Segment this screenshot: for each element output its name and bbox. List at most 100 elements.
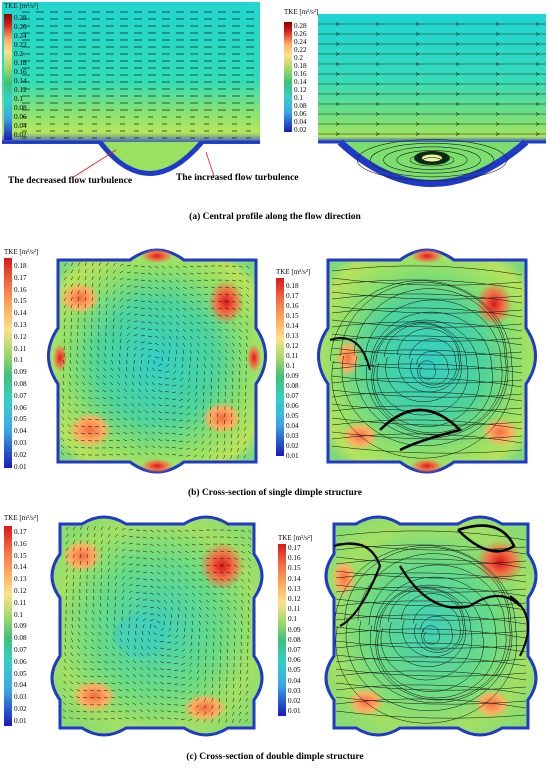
legend-tick-label: 0.02 [294,126,307,134]
legend-tick-label: 0.11 [288,605,301,614]
legend-tick-label: 0.1 [288,615,297,624]
panel-c-left-contour [50,515,264,737]
legend-tick-label: 0.12 [14,332,27,341]
legend-tick-label: 0.11 [14,344,27,353]
legend-tick-label: 0.04 [14,122,27,130]
legend-tick-label: 0.03 [288,686,301,695]
legend-tick-label: 0.18 [14,262,27,270]
panel-a-right-legend-bar [284,22,292,132]
legend-tick-label: 0.05 [14,415,27,424]
legend-tick-label: 0.26 [294,30,307,38]
legend-tick-label: 0.16 [14,539,27,548]
legend-tick-label: 0.13 [288,584,301,593]
legend-tick-label: 0.22 [14,41,27,49]
legend-tick-label: 0.26 [14,23,27,31]
legend-tick-label: 0.1 [14,610,23,619]
legend-tick-label: 0.2 [14,50,23,58]
legend-tick-label: 0.04 [14,427,27,436]
legend-tick-label: 0.2 [294,54,303,62]
legend-tick-label: 0.14 [286,322,299,330]
panel-c-right-contour [324,515,538,737]
legend-tick-label: 0.07 [286,392,299,400]
legend-tick-label: 0.07 [14,391,27,400]
legend-tick-label: 0.14 [294,78,307,86]
legend-tick-label: 0.02 [286,442,299,450]
legend-tick-label: 0.14 [14,309,27,318]
separation-line [329,337,371,371]
legend-tick-label: 0.06 [14,657,27,666]
legend-tick-label: 0.1 [14,356,23,365]
legend-tick-label: 0.13 [286,332,299,340]
legend-tick-label: 0.1 [14,95,23,103]
legend-title: TKE [m²/s²] [4,514,39,522]
panel-a-left-legend-bar [4,14,12,140]
legend-tick-label: 0.04 [286,422,299,430]
vortex-center [422,154,442,162]
legend-tick-label: 0.04 [294,118,307,126]
legend-tick-label: 0.02 [14,450,27,459]
legend-tick-label: 0.11 [286,352,299,360]
legend-tick-label: 0.12 [288,595,301,603]
legend-tick-label: 0.28 [14,14,27,22]
panel-a-figure [2,2,546,187]
legend-tick-label: 0.08 [14,104,27,112]
legend-tick-label: 0.14 [14,77,27,85]
legend-tick-label: 0.08 [14,634,27,643]
legend-tick-label: 0.06 [14,403,27,412]
legend-tick-label: 0.12 [14,587,27,595]
panel-b-right-contour [317,248,537,474]
caption-c: (c) Cross-section of double dimple struc… [186,752,364,762]
legend-tick-label: 0.02 [288,697,301,705]
legend-tick-label: 0.15 [288,564,301,573]
legend-tick-label: 0.01 [14,462,27,471]
legend-tick-label: 0.1 [286,362,295,370]
legend-tick-label: 0.05 [286,412,299,420]
legend-tick-label: 0.09 [14,622,27,631]
legend-tick-label: 0.05 [288,666,301,675]
panel-c-left-legend-bar [4,526,12,726]
legend-tick-label: 0.07 [288,646,301,654]
legend-tick-label: 0.15 [286,312,299,320]
legend-tick-label: 0.16 [286,302,299,310]
legend-tick-label: 0.09 [286,372,299,380]
legend-tick-label: 0.16 [14,68,27,76]
legend-tick-label: 0.01 [286,452,299,460]
panel-a-left-contour [2,2,260,176]
legend-tick-label: 0.08 [14,380,27,388]
legend-title: TKE [m²/s²] [4,2,39,10]
panel-b-left-contour [47,248,267,474]
caption-a: (a) Central profile along the flow direc… [189,212,361,222]
legend-tick-label: 0.09 [288,625,301,634]
legend-tick-label: 0.15 [14,297,27,306]
legend-tick-label: 0.13 [14,321,27,329]
legend-tick-label: 0.17 [14,273,27,282]
legend-tick-label: 0.24 [294,38,307,46]
legend-tick-label: 0.17 [286,292,299,300]
separation-line [399,565,521,609]
legend-title: TKE [m²/s²] [284,8,319,16]
legend-tick-label: 0.12 [286,342,299,350]
legend-tick-label: 0.16 [294,70,307,78]
legend-tick-label: 0.16 [14,285,27,294]
legend-tick-label: 0.08 [294,102,307,110]
legend-tick-label: 0.04 [14,681,27,690]
legend-tick-label: 0.01 [288,707,301,716]
separation-line [457,524,516,553]
annotation-right-arrow [205,151,215,177]
panel-c-right-legend-bar [278,544,286,716]
legend-title: TKE [m²/s²] [278,534,313,542]
legend-tick-label: 0.18 [14,59,27,67]
legend-tick-label: 0.24 [14,32,27,40]
legend-tick-label: 0.14 [288,574,301,583]
legend-tick-label: 0.03 [286,432,299,440]
legend-tick-label: 0.06 [294,110,307,118]
annotation-increased: The increased flow turbulence [176,173,299,183]
separation-line [379,408,463,452]
legend-tick-label: 0.09 [14,368,27,377]
legend-tick-label: 0.28 [294,22,307,30]
annotation-left-arrow [71,149,117,179]
legend-title: TKE [m²/s²] [4,248,39,256]
panel-c-figure [4,515,538,737]
legend-tick-label: 0.18 [286,282,299,290]
legend-tick-label: 0.1 [294,94,303,102]
